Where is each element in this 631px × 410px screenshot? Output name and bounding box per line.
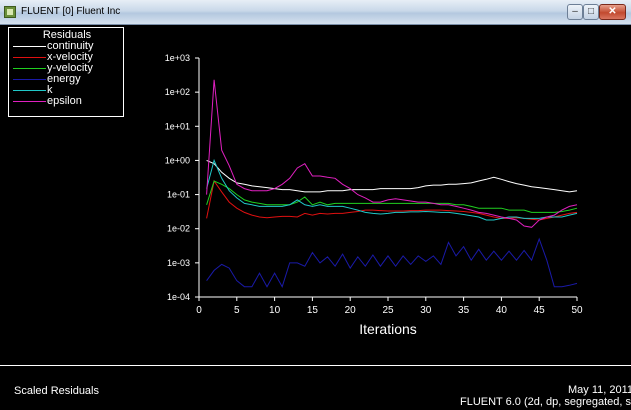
x-tick-label: 45 <box>534 305 546 316</box>
x-tick-label: 25 <box>382 305 394 316</box>
window-title: FLUENT [0] Fluent Inc <box>21 6 121 17</box>
legend-label: x-velocity <box>47 51 93 63</box>
legend-swatch <box>13 57 46 58</box>
legend-label: y-velocity <box>47 62 93 74</box>
date-label: May 11, 2011 <box>568 384 631 396</box>
legend-label: energy <box>47 73 81 85</box>
window-titlebar: FLUENT [0] Fluent Inc – □ ✕ <box>0 0 631 25</box>
y-tick-label: 1e+02 <box>165 87 190 97</box>
minimize-icon: – <box>572 6 578 17</box>
version-label: FLUENT 6.0 (2d, dp, segregated, ske) <box>460 396 631 408</box>
series-line-x-velocity <box>206 179 578 221</box>
x-tick-label: 10 <box>269 305 281 316</box>
legend-swatch <box>13 101 46 102</box>
y-tick-label: 1e+03 <box>165 53 190 63</box>
legend-swatch <box>13 79 46 80</box>
close-icon: ✕ <box>608 6 617 17</box>
maximize-button[interactable]: □ <box>583 4 599 20</box>
legend-label: continuity <box>47 40 94 52</box>
x-tick-label: 40 <box>496 305 508 316</box>
plot-name-label: Scaled Residuals <box>14 385 99 397</box>
legend-item-energy: energy <box>13 73 121 85</box>
legend-swatch <box>13 90 46 91</box>
maximize-icon: □ <box>587 6 595 17</box>
legend-item-continuity: continuity <box>13 40 121 52</box>
y-tick-label: 1e+00 <box>165 155 190 165</box>
x-axis-title: Iterations <box>359 321 417 337</box>
legend-item-x-velocity: x-velocity <box>13 51 121 63</box>
x-tick-label: 50 <box>571 305 583 316</box>
x-tick-label: 35 <box>458 305 470 316</box>
y-tick-label: 1e-02 <box>167 224 190 234</box>
y-tick-label: 1e-01 <box>167 190 190 200</box>
fluent-app-icon <box>4 6 16 18</box>
legend-title: Residuals <box>42 29 92 41</box>
legend-item-epsilon: epsilon <box>13 95 121 107</box>
legend-label: k <box>47 84 53 96</box>
minimize-button[interactable]: – <box>567 4 583 20</box>
legend-item-k: k <box>13 84 121 96</box>
x-tick-label: 15 <box>307 305 319 316</box>
x-tick-label: 0 <box>196 305 202 316</box>
residuals-legend: Residuals continuity x-velocity y-veloci… <box>8 27 124 117</box>
legend-swatch <box>13 68 46 69</box>
close-button[interactable]: ✕ <box>599 4 626 20</box>
series-line-continuity <box>206 159 578 193</box>
y-tick-label: 1e-03 <box>167 258 190 268</box>
x-tick-label: 20 <box>345 305 357 316</box>
series-line-epsilon <box>206 79 578 228</box>
residuals-plot-area <box>0 25 631 365</box>
series-line-energy <box>206 237 578 288</box>
x-tick-label: 5 <box>234 305 240 316</box>
x-tick-label: 30 <box>420 305 432 316</box>
series-line-k <box>206 158 578 221</box>
legend-item-y-velocity: y-velocity <box>13 62 121 74</box>
legend-swatch <box>13 46 46 47</box>
legend-label: epsilon <box>47 95 82 107</box>
y-tick-label: 1e-04 <box>167 292 190 302</box>
y-tick-label: 1e+01 <box>165 121 190 131</box>
series-line-y-velocity <box>206 180 578 213</box>
status-bar: Scaled Residuals May 11, 2011 FLUENT 6.0… <box>0 365 631 410</box>
